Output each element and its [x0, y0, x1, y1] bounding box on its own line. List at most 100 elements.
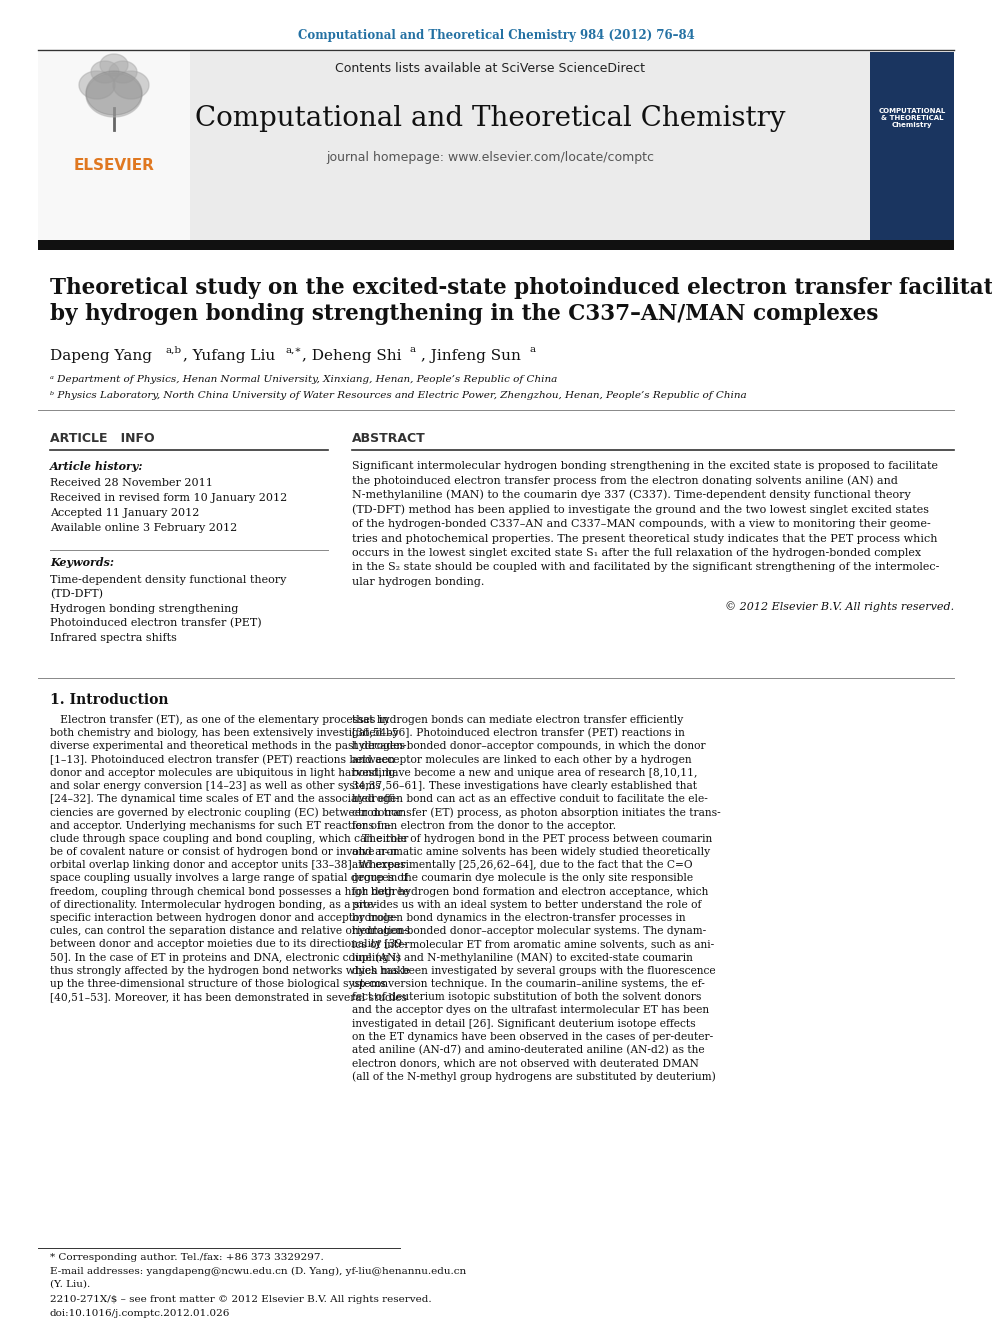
Text: of directionality. Intermolecular hydrogen bonding, as a site-: of directionality. Intermolecular hydrog… [50, 900, 377, 910]
Text: orbital overlap linking donor and acceptor units [33–38]. Whereas: orbital overlap linking donor and accept… [50, 860, 406, 871]
Text: and experimentally [25,26,62–64], due to the fact that the C=O: and experimentally [25,26,62–64], due to… [352, 860, 692, 871]
Text: Significant intermolecular hydrogen bonding strengthening in the excited state i: Significant intermolecular hydrogen bond… [352, 460, 938, 471]
Text: The role of hydrogen bond in the PET process between coumarin: The role of hydrogen bond in the PET pro… [352, 833, 712, 844]
Text: provides us with an ideal system to better understand the role of: provides us with an ideal system to bett… [352, 900, 701, 910]
Text: and solar energy conversion [14–23] as well as other systems: and solar energy conversion [14–23] as w… [50, 781, 381, 791]
Text: 2210-271X/$ – see front matter © 2012 Elsevier B.V. All rights reserved.: 2210-271X/$ – see front matter © 2012 El… [50, 1295, 432, 1304]
Text: © 2012 Elsevier B.V. All rights reserved.: © 2012 Elsevier B.V. All rights reserved… [725, 601, 954, 613]
Text: hydrogen-bonded donor–acceptor molecular systems. The dynam-: hydrogen-bonded donor–acceptor molecular… [352, 926, 706, 937]
Text: ular hydrogen bonding.: ular hydrogen bonding. [352, 577, 484, 587]
Text: and acceptor. Underlying mechanisms for such ET reactions in-: and acceptor. Underlying mechanisms for … [50, 820, 391, 831]
Text: Received 28 November 2011: Received 28 November 2011 [50, 478, 213, 488]
Text: fect of deuterium isotopic substitution of both the solvent donors: fect of deuterium isotopic substitution … [352, 992, 701, 1003]
Text: and aromatic amine solvents has been widely studied theoretically: and aromatic amine solvents has been wid… [352, 847, 710, 857]
Text: a: a [530, 345, 536, 355]
Text: [36,54–56]. Photoinduced electron transfer (PET) reactions in: [36,54–56]. Photoinduced electron transf… [352, 728, 684, 738]
Text: occurs in the lowest singlet excited state S₁ after the full relaxation of the h: occurs in the lowest singlet excited sta… [352, 548, 922, 558]
Text: [1–13]. Photoinduced electron transfer (PET) reactions between: [1–13]. Photoinduced electron transfer (… [50, 754, 395, 765]
Text: that hydrogen bonds can mediate electron transfer efficiently: that hydrogen bonds can mediate electron… [352, 714, 683, 725]
Text: COMPUTATIONAL
& THEORETICAL
Chemistry: COMPUTATIONAL & THEORETICAL Chemistry [878, 108, 945, 128]
Text: Time-dependent density functional theory: Time-dependent density functional theory [50, 576, 287, 585]
Text: Hydrogen bonding strengthening: Hydrogen bonding strengthening [50, 605, 238, 614]
Text: thus strongly affected by the hydrogen bond networks which make: thus strongly affected by the hydrogen b… [50, 966, 410, 976]
Text: hydrogen bond dynamics in the electron-transfer processes in: hydrogen bond dynamics in the electron-t… [352, 913, 685, 923]
Polygon shape [100, 54, 128, 75]
Text: up the three-dimensional structure of those biological systems: up the three-dimensional structure of th… [50, 979, 386, 990]
Text: [40,51–53]. Moreover, it has been demonstrated in several studies: [40,51–53]. Moreover, it has been demons… [50, 992, 407, 1003]
Text: Electron transfer (ET), as one of the elementary processes in: Electron transfer (ET), as one of the el… [50, 714, 389, 725]
Text: (TD-DFT) method has been applied to investigate the ground and the two lowest si: (TD-DFT) method has been applied to inve… [352, 504, 929, 515]
Text: both chemistry and biology, has been extensively investigated by: both chemistry and biology, has been ext… [50, 728, 399, 738]
Polygon shape [91, 61, 119, 83]
Text: ABSTRACT: ABSTRACT [352, 431, 426, 445]
Text: ARTICLE   INFO: ARTICLE INFO [50, 431, 155, 445]
Text: on the ET dynamics have been observed in the cases of per-deuter-: on the ET dynamics have been observed in… [352, 1032, 713, 1041]
Text: the photoinduced electron transfer process from the electron donating solvents a: the photoinduced electron transfer proce… [352, 475, 898, 486]
Text: group in the coumarin dye molecule is the only site responsible: group in the coumarin dye molecule is th… [352, 873, 693, 884]
Text: line (AN) and N-methylaniline (MAN) to excited-state coumarin: line (AN) and N-methylaniline (MAN) to e… [352, 953, 692, 963]
Text: ᵇ Physics Laboratory, North China University of Water Resources and Electric Pow: ᵇ Physics Laboratory, North China Univer… [50, 390, 747, 400]
Polygon shape [86, 71, 142, 115]
Text: Received in revised form 10 January 2012: Received in revised form 10 January 2012 [50, 493, 288, 503]
Bar [38, 52, 954, 242]
Text: doi:10.1016/j.comptc.2012.01.026: doi:10.1016/j.comptc.2012.01.026 [50, 1308, 230, 1318]
Text: , Deheng Shi: , Deheng Shi [302, 349, 402, 363]
Text: Computational and Theoretical Chemistry 984 (2012) 76–84: Computational and Theoretical Chemistry … [298, 29, 694, 42]
Text: clude through space coupling and bond coupling, which can either: clude through space coupling and bond co… [50, 833, 409, 844]
Text: between donor and acceptor moieties due to its directionality [39–: between donor and acceptor moieties due … [50, 939, 408, 950]
Text: hydrogen bond can act as an effective conduit to facilitate the ele-: hydrogen bond can act as an effective co… [352, 794, 708, 804]
Text: dyes has been investigated by several groups with the fluorescence: dyes has been investigated by several gr… [352, 966, 715, 976]
Text: Infrared spectra shifts: Infrared spectra shifts [50, 632, 177, 643]
Text: Accepted 11 January 2012: Accepted 11 January 2012 [50, 508, 199, 519]
Text: a: a [410, 345, 416, 355]
Text: of the hydrogen-bonded C337–AN and C337–MAN compounds, with a view to monitoring: of the hydrogen-bonded C337–AN and C337–… [352, 519, 930, 529]
Text: freedom, coupling through chemical bond possesses a high degree: freedom, coupling through chemical bond … [50, 886, 410, 897]
Text: up-conversion technique. In the coumarin–aniline systems, the ef-: up-conversion technique. In the coumarin… [352, 979, 705, 990]
Polygon shape [109, 61, 137, 83]
Text: tries and photochemical properties. The present theoretical study indicates that: tries and photochemical properties. The … [352, 533, 937, 544]
Text: and acceptor molecules are linked to each other by a hydrogen: and acceptor molecules are linked to eac… [352, 754, 691, 765]
Text: ᵃ Department of Physics, Henan Normal University, Xinxiang, Henan, People’s Repu: ᵃ Department of Physics, Henan Normal Un… [50, 376, 558, 385]
Text: by hydrogen bonding strengthening in the C337–AN/MAN complexes: by hydrogen bonding strengthening in the… [50, 303, 878, 325]
Text: Photoinduced electron transfer (PET): Photoinduced electron transfer (PET) [50, 618, 262, 628]
Text: (Y. Liu).: (Y. Liu). [50, 1279, 90, 1289]
Text: and the acceptor dyes on the ultrafast intermolecular ET has been: and the acceptor dyes on the ultrafast i… [352, 1005, 709, 1015]
Text: Contents lists available at SciVerse ScienceDirect: Contents lists available at SciVerse Sci… [335, 61, 645, 74]
Text: a,b: a,b [165, 345, 182, 355]
Text: hydrogen-bonded donor–acceptor compounds, in which the donor: hydrogen-bonded donor–acceptor compounds… [352, 741, 705, 751]
Polygon shape [113, 71, 149, 99]
Text: 50]. In the case of ET in proteins and DNA, electronic coupling is: 50]. In the case of ET in proteins and D… [50, 953, 401, 963]
Text: Dapeng Yang: Dapeng Yang [50, 349, 152, 363]
Text: in the S₂ state should be coupled with and facilitated by the significant streng: in the S₂ state should be coupled with a… [352, 562, 939, 573]
Text: Theoretical study on the excited-state photoinduced electron transfer facilitate: Theoretical study on the excited-state p… [50, 277, 992, 299]
Text: journal homepage: www.elsevier.com/locate/comptc: journal homepage: www.elsevier.com/locat… [326, 152, 654, 164]
Text: 34,37,56–61]. These investigations have clearly established that: 34,37,56–61]. These investigations have … [352, 781, 697, 791]
Text: * Corresponding author. Tel./fax: +86 373 3329297.: * Corresponding author. Tel./fax: +86 37… [50, 1253, 323, 1262]
Text: N-methylaniline (MAN) to the coumarin dye 337 (C337). Time-dependent density fun: N-methylaniline (MAN) to the coumarin dy… [352, 490, 911, 500]
Text: investigated in detail [26]. Significant deuterium isotope effects: investigated in detail [26]. Significant… [352, 1019, 695, 1028]
Bar [870, 52, 954, 242]
Text: Computational and Theoretical Chemistry: Computational and Theoretical Chemistry [194, 105, 786, 131]
Text: a,∗: a,∗ [285, 345, 302, 355]
Text: (TD-DFT): (TD-DFT) [50, 589, 103, 599]
Text: cules, can control the separation distance and relative orientations: cules, can control the separation distan… [50, 926, 410, 937]
Text: fer of an electron from the donor to the acceptor.: fer of an electron from the donor to the… [352, 820, 616, 831]
Polygon shape [79, 71, 115, 99]
Text: bond, have become a new and unique area of research [8,10,11,: bond, have become a new and unique area … [352, 767, 697, 778]
Text: specific interaction between hydrogen donor and acceptor mole-: specific interaction between hydrogen do… [50, 913, 398, 923]
Text: be of covalent nature or consist of hydrogen bond or involve π–π: be of covalent nature or consist of hydr… [50, 847, 397, 857]
Text: ELSEVIER: ELSEVIER [73, 157, 155, 172]
Text: (all of the N-methyl group hydrogens are substituted by deuterium): (all of the N-methyl group hydrogens are… [352, 1072, 716, 1082]
Text: E-mail addresses: yangdapeng@ncwu.edu.cn (D. Yang), yf-liu@henannu.edu.cn: E-mail addresses: yangdapeng@ncwu.edu.cn… [50, 1266, 466, 1275]
Polygon shape [86, 73, 142, 116]
Text: Available online 3 February 2012: Available online 3 February 2012 [50, 523, 237, 533]
Text: 1. Introduction: 1. Introduction [50, 693, 169, 706]
Text: , Yufang Liu: , Yufang Liu [183, 349, 275, 363]
Bar [38, 52, 190, 242]
Text: Keywords:: Keywords: [50, 557, 114, 569]
Text: ics of intermolecular ET from aromatic amine solvents, such as ani-: ics of intermolecular ET from aromatic a… [352, 939, 714, 950]
Text: , Jinfeng Sun: , Jinfeng Sun [421, 349, 521, 363]
Text: ciencies are governed by electronic coupling (EC) between donor: ciencies are governed by electronic coup… [50, 807, 403, 818]
Text: donor and acceptor molecules are ubiquitous in light harvesting: donor and acceptor molecules are ubiquit… [50, 767, 396, 778]
Text: diverse experimental and theoretical methods in the past decades: diverse experimental and theoretical met… [50, 741, 405, 751]
